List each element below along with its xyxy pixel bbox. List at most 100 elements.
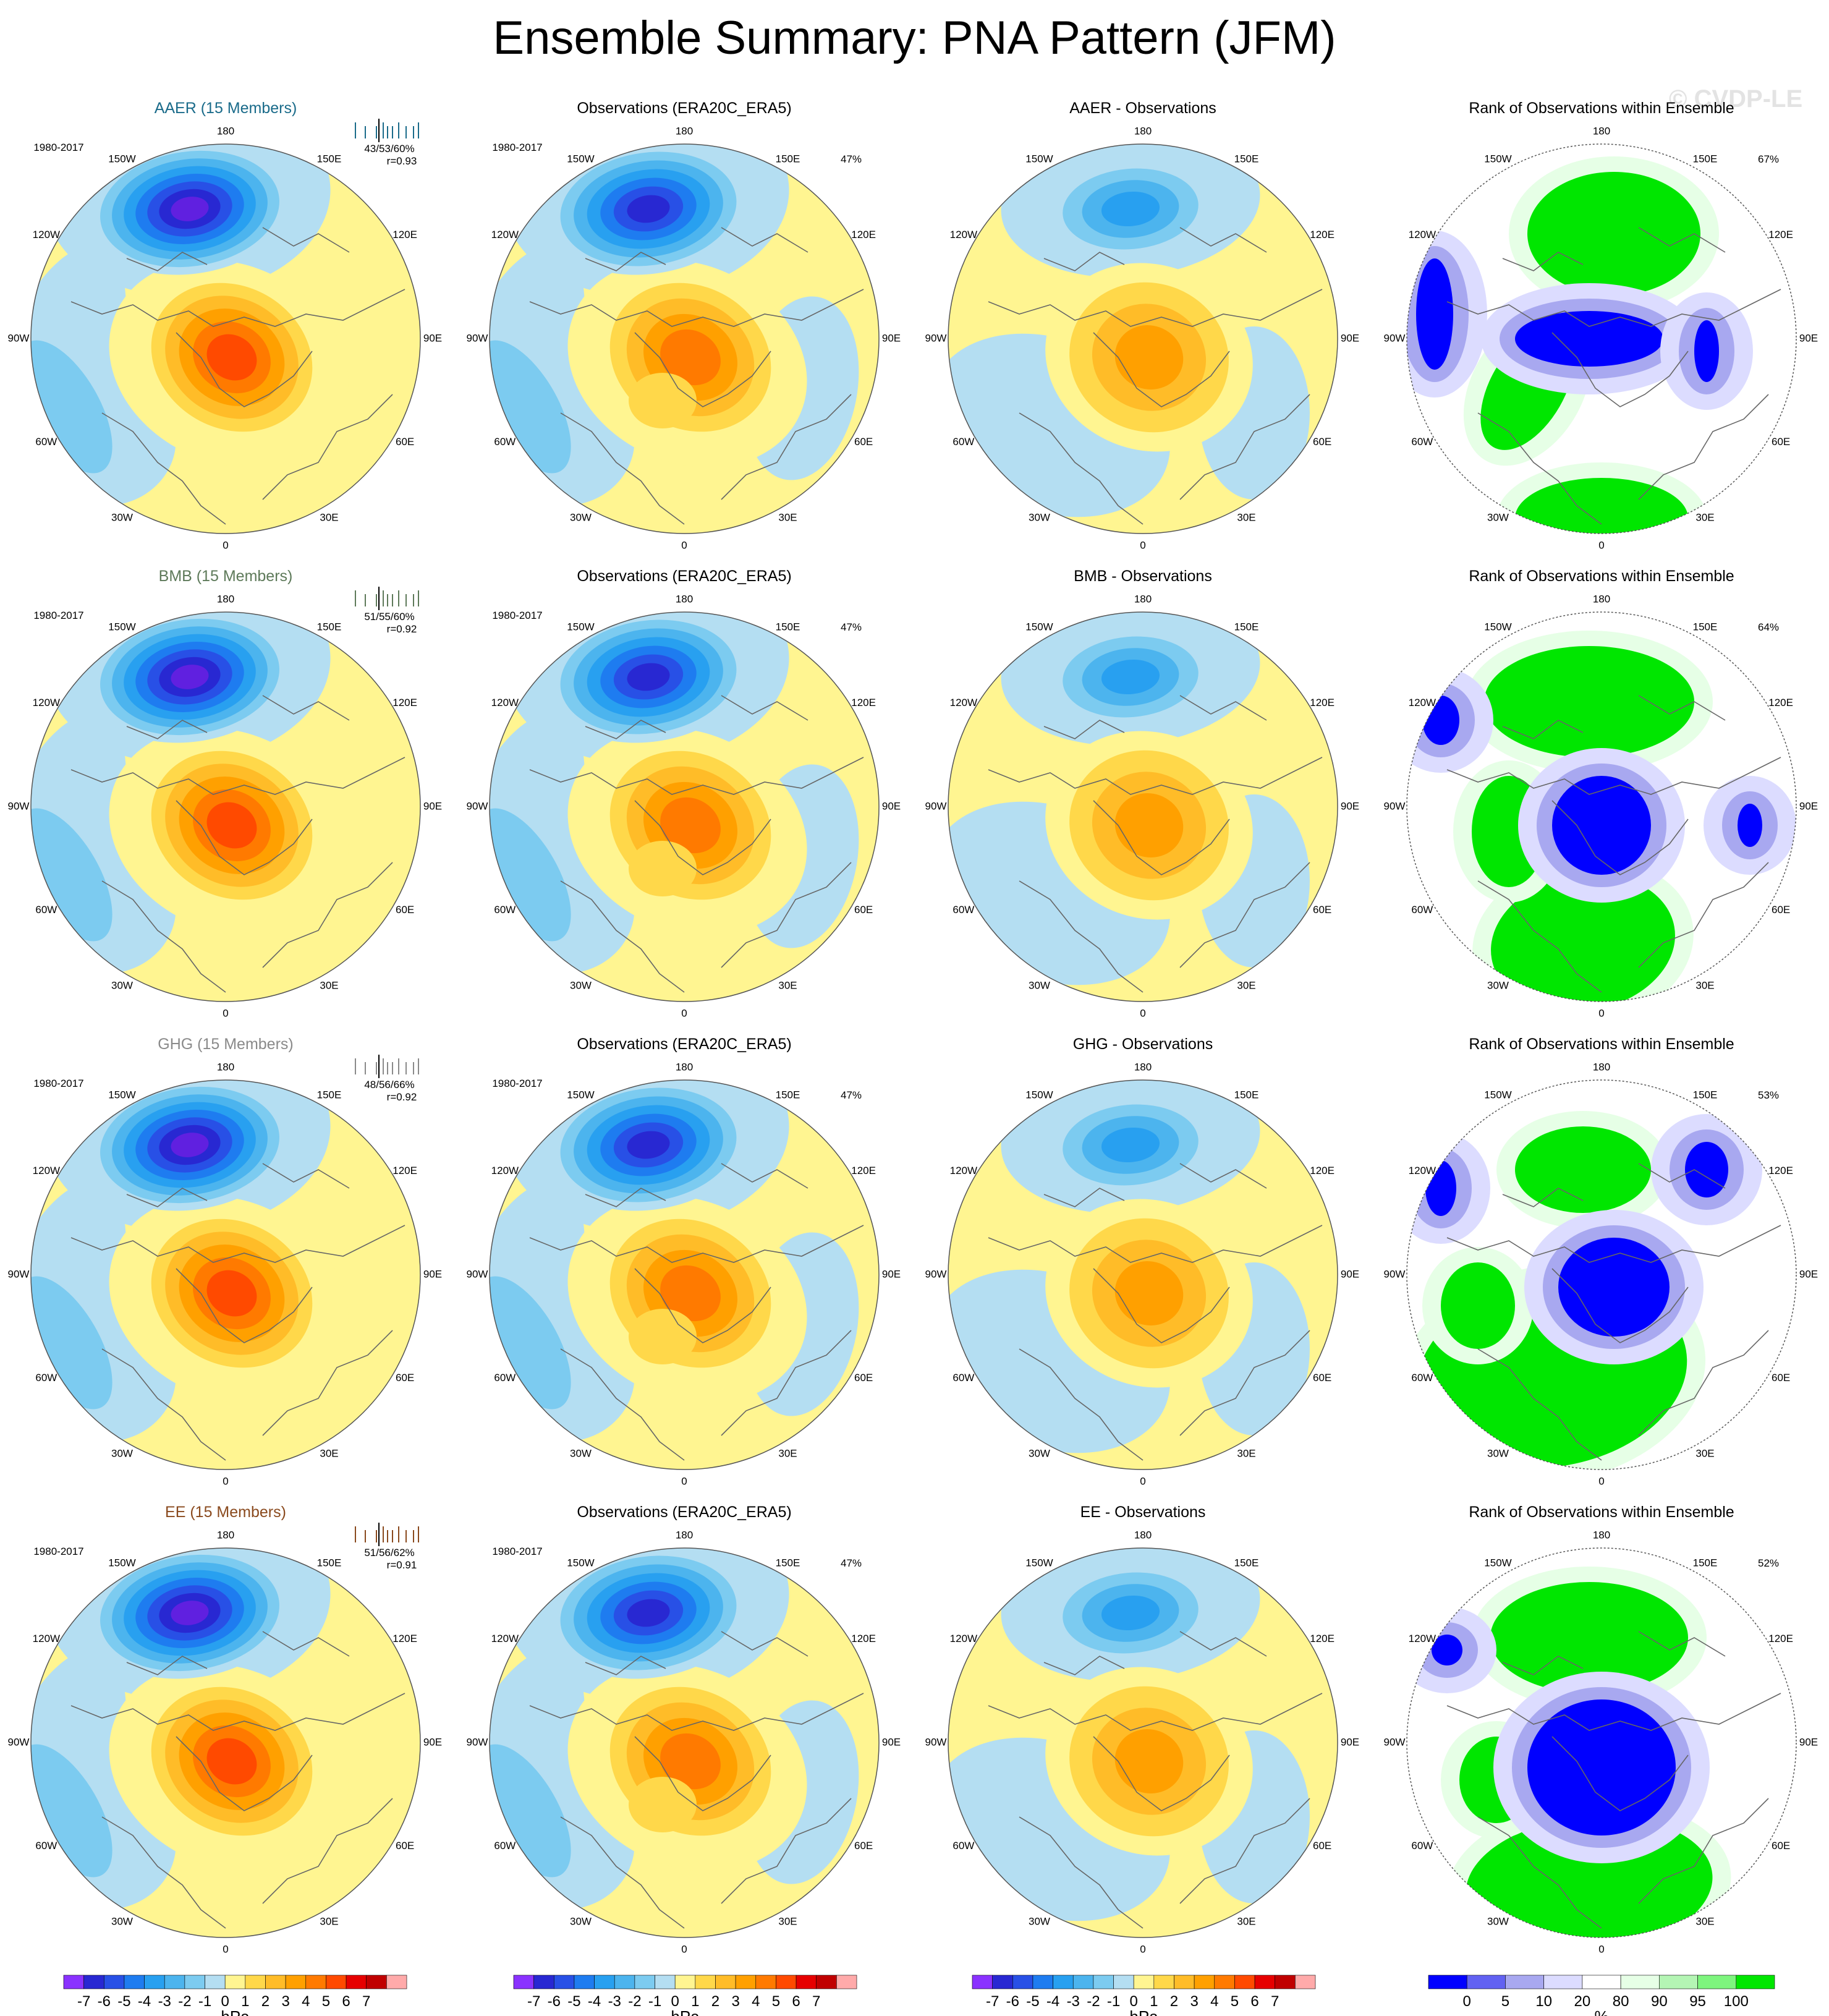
- coastline: [262, 394, 393, 500]
- colorbar-tick: -5: [117, 1993, 130, 2010]
- lon-label-90w: 90W: [1384, 332, 1406, 344]
- coastline: [262, 695, 350, 721]
- rank-region: [1416, 258, 1453, 370]
- rank-region: [1432, 1635, 1462, 1665]
- lon-label-90e: 90E: [423, 800, 442, 812]
- colorbar-swatch: [1659, 1975, 1698, 1989]
- coastline: [262, 1330, 393, 1436]
- lon-label-150e: 150E: [1693, 153, 1718, 164]
- coastline: [70, 289, 405, 327]
- obs-title: Observations (ERA20C_ERA5): [577, 1036, 791, 1053]
- negative-region: [31, 1276, 112, 1410]
- lon-label-150e: 150E: [1234, 1557, 1259, 1568]
- lon-label-0: 0: [1598, 539, 1604, 551]
- lon-label-180: 180: [676, 1529, 693, 1541]
- coastline: [721, 227, 808, 253]
- lon-label-150w: 150W: [567, 1557, 594, 1568]
- coastline: [176, 332, 313, 407]
- lon-label-30w: 30W: [1029, 980, 1050, 992]
- colorbar-swatch: [346, 1975, 367, 1989]
- colorbar-tick: -6: [548, 1993, 561, 2010]
- lon-label-90e: 90E: [1799, 800, 1818, 812]
- lon-label-90w: 90W: [8, 1268, 30, 1280]
- rank-region: [1558, 1238, 1670, 1337]
- lon-label-120w: 120W: [950, 697, 977, 708]
- lon-label-150w: 150W: [1484, 1557, 1511, 1568]
- negative-region: [490, 808, 571, 942]
- lon-label-90e: 90E: [1341, 332, 1359, 344]
- rank-region: [1441, 1262, 1515, 1349]
- lon-label-120e: 120E: [393, 697, 417, 708]
- colorbar-tick: -3: [1067, 1993, 1080, 2010]
- coastline: [126, 1656, 208, 1675]
- coastline: [262, 862, 393, 968]
- lon-label-150w: 150W: [108, 1089, 135, 1100]
- watermark: © CVDP-LE: [1669, 85, 1803, 113]
- colorbar-swatch: [553, 1975, 575, 1989]
- coastline: [529, 1693, 864, 1731]
- coastline: [101, 1816, 226, 1929]
- lon-label-150e: 150E: [776, 621, 800, 632]
- lon-label-60e: 60E: [1313, 1840, 1331, 1852]
- low-centre-contour: [171, 1601, 209, 1625]
- lon-label-120e: 120E: [1768, 229, 1793, 240]
- colorbar-swatch: [1543, 1975, 1583, 1989]
- colorbar-tick: 4: [302, 1993, 310, 2010]
- map-border: [489, 1547, 880, 1938]
- diff-title: AAER - Observations: [1069, 100, 1216, 117]
- lon-label-120e: 120E: [1310, 1633, 1335, 1644]
- lon-label-30w: 30W: [1029, 1448, 1050, 1460]
- colorbar-swatch: [1620, 1975, 1660, 1989]
- colorbar-tick: 0: [1463, 1993, 1471, 2010]
- coastline: [1477, 880, 1602, 993]
- lon-label-150w: 150W: [108, 621, 135, 632]
- coastline: [101, 880, 226, 993]
- coastline: [529, 289, 864, 327]
- ensemble-title: BMB (15 Members): [159, 568, 293, 585]
- rank-region: [1527, 172, 1700, 296]
- colorbar-swatch: [1466, 1975, 1506, 1989]
- lon-label-180: 180: [217, 125, 234, 137]
- lon-label-150e: 150E: [1693, 621, 1718, 632]
- coastline: [1179, 1631, 1267, 1657]
- colorbar-swatch: [674, 1975, 696, 1989]
- lon-label-120w: 120W: [33, 697, 60, 708]
- colorbar-tick: 6: [342, 1993, 350, 2010]
- lon-label-180: 180: [1593, 1061, 1610, 1073]
- coastline: [1638, 695, 1726, 721]
- lon-label-120e: 120E: [1768, 1633, 1793, 1644]
- lon-label-120e: 120E: [1768, 697, 1793, 708]
- lon-label-120e: 120E: [1768, 1165, 1793, 1176]
- colorbar-swatch: [634, 1975, 655, 1989]
- coastline: [1477, 1816, 1602, 1929]
- lon-label-150w: 150W: [1484, 1089, 1511, 1100]
- lon-label-90e: 90E: [882, 1736, 901, 1748]
- rank-pct-label: 67%: [1758, 153, 1779, 165]
- lon-label-90w: 90W: [8, 800, 30, 812]
- lon-label-90w: 90W: [467, 1736, 488, 1748]
- coastline: [585, 1656, 666, 1675]
- coastline: [1179, 862, 1310, 968]
- lon-label-120e: 120E: [393, 229, 417, 240]
- low-centre-contour: [627, 1599, 670, 1627]
- colorbar-swatch: [265, 1975, 286, 1989]
- colorbar-tick: -3: [158, 1993, 171, 2010]
- high-centre-contour: [206, 334, 257, 381]
- lon-label-60e: 60E: [1313, 1372, 1331, 1384]
- colorbar-tick: 5: [1501, 1993, 1509, 2010]
- colorbar-swatch: [285, 1975, 307, 1989]
- lon-label-90w: 90W: [1384, 800, 1406, 812]
- lon-label-60e: 60E: [396, 904, 414, 916]
- coastline: [70, 1225, 405, 1263]
- lon-label-90w: 90W: [925, 800, 947, 812]
- low-centre-contour: [171, 665, 209, 689]
- rank-region: [1552, 776, 1651, 875]
- lon-label-30e: 30E: [320, 1448, 338, 1460]
- colorbar-tick: 2: [1170, 1993, 1178, 2010]
- coastline: [560, 1816, 685, 1929]
- lon-label-0: 0: [681, 1943, 687, 1955]
- main-title: Ensemble Summary: PNA Pattern (JFM): [493, 12, 1336, 64]
- colorbar-swatch: [205, 1975, 226, 1989]
- obs-pct-label: 47%: [841, 153, 862, 165]
- high-centre-contour: [206, 802, 257, 849]
